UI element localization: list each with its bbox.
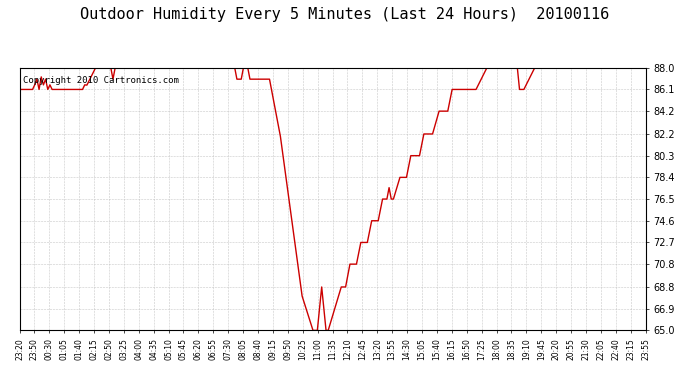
Text: Copyright 2010 Cartronics.com: Copyright 2010 Cartronics.com — [23, 76, 179, 85]
Text: Outdoor Humidity Every 5 Minutes (Last 24 Hours)  20100116: Outdoor Humidity Every 5 Minutes (Last 2… — [80, 8, 610, 22]
